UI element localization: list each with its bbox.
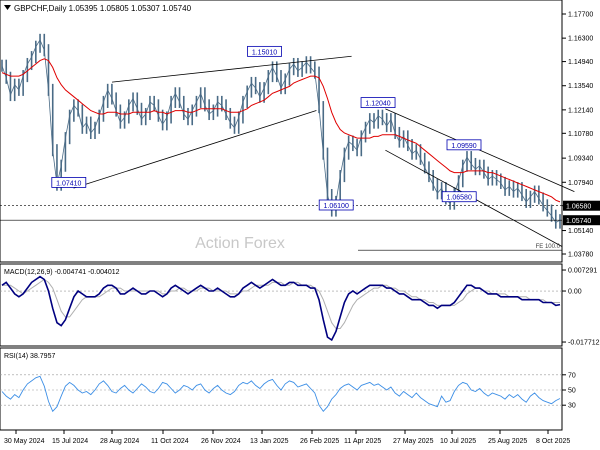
x-tick-label: 26 Feb 2025 bbox=[300, 438, 339, 445]
rsi-y-tick-label: 30 bbox=[568, 403, 576, 410]
price-y-tick-label: 1.03780 bbox=[568, 252, 593, 259]
macd-main-line bbox=[1, 275, 561, 342]
price-y-tick-label: 1.17700 bbox=[568, 12, 593, 19]
macd-y-tick-label: -0.017712 bbox=[568, 340, 600, 347]
price-tag-label: 1.06580 bbox=[566, 204, 591, 211]
x-tick-label: 25 Aug 2025 bbox=[488, 438, 527, 445]
price-y-tick-label: 1.12140 bbox=[568, 107, 593, 114]
symbol-dropdown-icon[interactable] bbox=[4, 5, 11, 10]
price-tag-bg bbox=[563, 215, 600, 226]
price-annotation-label: 1.07410 bbox=[56, 180, 81, 187]
fe-label: FE 100.0 bbox=[536, 244, 561, 250]
moving-average-line bbox=[1, 58, 561, 203]
x-tick-label: 13 Jan 2025 bbox=[250, 438, 289, 445]
price-annotation-box bbox=[360, 97, 396, 108]
watermark: Action Forex bbox=[195, 235, 285, 252]
x-tick-label: 30 May 2024 bbox=[4, 438, 45, 445]
price-y-tick-label: 1.16300 bbox=[568, 36, 593, 43]
price-annotation-label: 1.06100 bbox=[324, 203, 349, 210]
price-line bbox=[1, 39, 561, 224]
price-annotation-box bbox=[318, 199, 354, 211]
price-annotation-box bbox=[247, 45, 282, 57]
price-tag-bg bbox=[563, 200, 600, 211]
macd-y-tick-label: 0.007291 bbox=[568, 268, 597, 275]
rsi-panel[interactable] bbox=[0, 347, 563, 431]
trend-line bbox=[111, 55, 352, 83]
macd-panel[interactable] bbox=[0, 263, 563, 347]
price-panel[interactable] bbox=[0, 0, 563, 263]
macd-y-tick-label: 0.00 bbox=[568, 289, 582, 296]
price-y-tick-label: 1.13540 bbox=[568, 83, 593, 90]
rsi-title: RSI(14) 38.7957 bbox=[4, 353, 55, 360]
price-annotation-label: 1.15010 bbox=[252, 49, 277, 56]
price-tag-label: 1.05740 bbox=[566, 218, 591, 225]
rsi-y-tick-label: 50 bbox=[568, 388, 576, 395]
rsi-y-tick-label: 70 bbox=[568, 372, 576, 379]
price-annotation-label: 1.09590 bbox=[451, 143, 476, 150]
price-y-tick-label: 1.10780 bbox=[568, 131, 593, 138]
price-y-tick-label: 1.07940 bbox=[568, 180, 593, 187]
trend-line bbox=[73, 110, 317, 189]
x-tick-label: 26 Nov 2024 bbox=[201, 438, 241, 445]
price-y-tick-label: 1.09340 bbox=[568, 156, 593, 163]
price-annotation-box bbox=[446, 139, 482, 151]
macd-title: MACD(12,26,9) -0.004741 -0.004012 bbox=[4, 269, 120, 276]
symbol-line: GBPCHF,Daily 1.05395 1.05805 1.05307 1.0… bbox=[14, 4, 192, 13]
x-tick-label: 11 Oct 2024 bbox=[151, 438, 189, 445]
price-annotation-label: 1.12040 bbox=[365, 101, 390, 108]
rsi-line bbox=[1, 375, 561, 413]
x-tick-label: 11 Apr 2025 bbox=[344, 438, 381, 445]
x-tick-label: 28 Aug 2024 bbox=[100, 438, 139, 445]
x-tick-label: 10 Jul 2025 bbox=[440, 438, 476, 445]
x-tick-label: 27 May 2025 bbox=[393, 438, 434, 445]
price-annotation-box bbox=[51, 177, 87, 188]
x-tick-label: 15 Jul 2024 bbox=[52, 438, 88, 445]
price-y-tick-label: 1.14940 bbox=[568, 59, 593, 66]
x-tick-label: 8 Oct 2025 bbox=[536, 438, 570, 445]
price-annotation-label: 1.06580 bbox=[447, 195, 472, 202]
price-y-tick-label: 1.05140 bbox=[568, 228, 593, 235]
price-annotation-box bbox=[441, 191, 477, 203]
